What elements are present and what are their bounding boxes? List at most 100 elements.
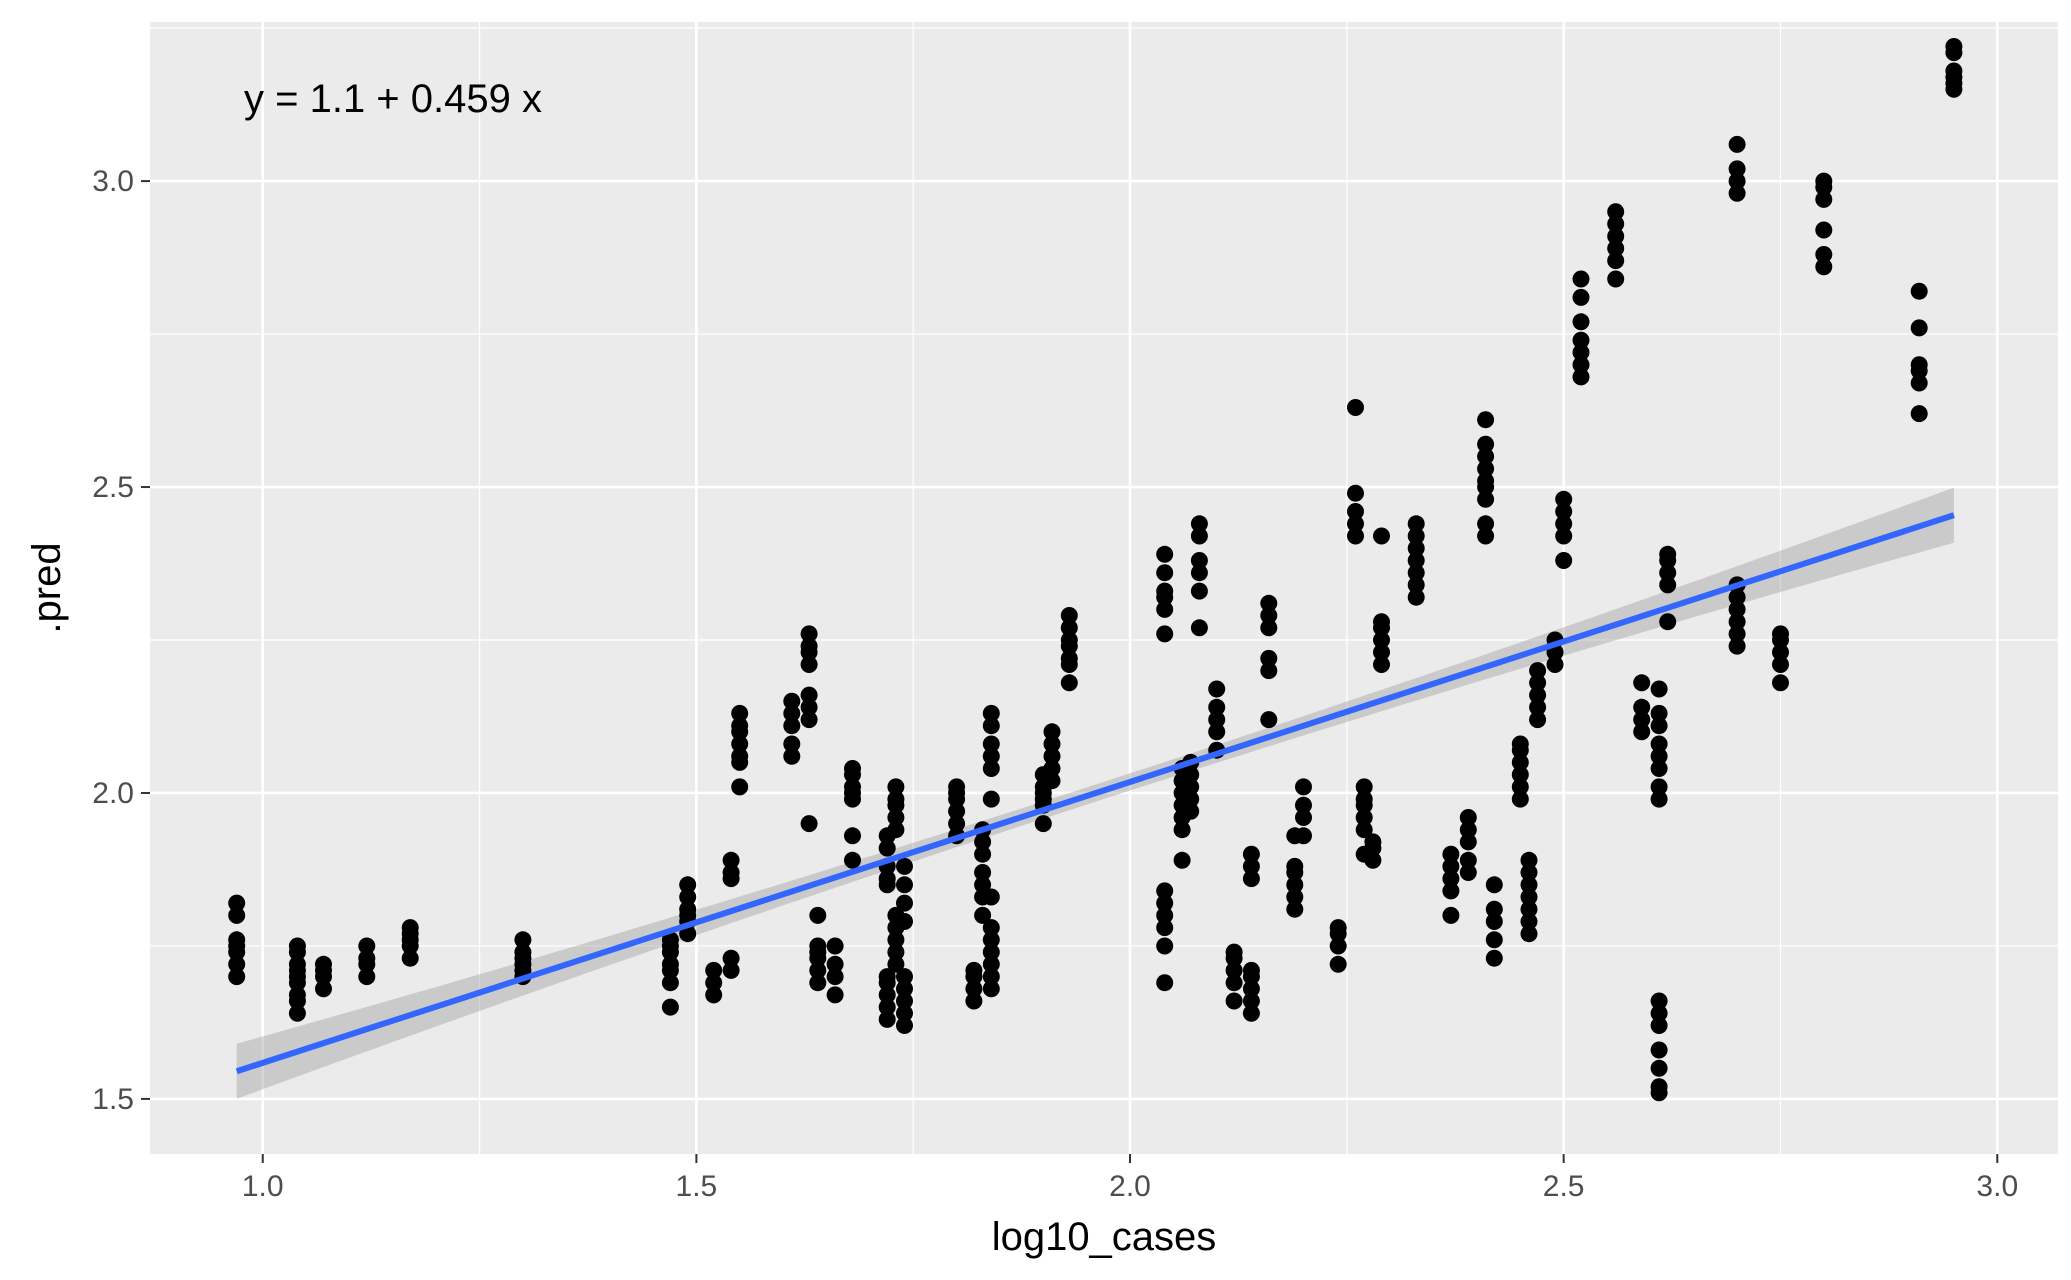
- data-point: [948, 802, 966, 820]
- data-point: [1242, 961, 1260, 979]
- data-point: [783, 717, 801, 735]
- data-point: [1286, 888, 1304, 906]
- data-point: [974, 833, 992, 851]
- data-point: [878, 968, 896, 986]
- data-point: [1650, 747, 1668, 765]
- data-point: [401, 919, 419, 937]
- data-point: [722, 851, 740, 869]
- data-point: [1572, 368, 1590, 386]
- data-point: [896, 1017, 913, 1034]
- data-point: [1529, 698, 1547, 716]
- data-point: [1347, 515, 1364, 533]
- data-point: [1910, 405, 1928, 423]
- data-point: [1260, 649, 1278, 667]
- data-point: [1459, 864, 1477, 881]
- data-point: [1173, 821, 1191, 839]
- data-point: [1910, 374, 1928, 392]
- data-point: [1633, 698, 1651, 716]
- data-point: [1650, 1078, 1668, 1096]
- data-point: [679, 900, 697, 918]
- data-point: [1477, 490, 1495, 508]
- data-point: [1555, 490, 1573, 508]
- data-point: [965, 961, 983, 979]
- data-point: [1815, 246, 1833, 263]
- data-point: [1347, 399, 1364, 416]
- data-point: [401, 949, 419, 967]
- data-point: [965, 980, 983, 998]
- data-point: [1442, 882, 1460, 900]
- data-point: [948, 778, 966, 796]
- data-point: [1156, 625, 1174, 643]
- data-point: [982, 704, 1000, 722]
- data-point: [982, 980, 1000, 998]
- data-point: [1060, 674, 1078, 692]
- data-point: [1242, 857, 1260, 875]
- data-point: [982, 717, 1000, 735]
- data-point: [1043, 772, 1061, 790]
- data-point: [1190, 619, 1208, 637]
- data-point: [722, 949, 740, 967]
- data-point: [1329, 955, 1347, 973]
- data-point: [896, 968, 913, 986]
- data-point: [1529, 662, 1547, 680]
- data-point: [896, 980, 913, 998]
- data-point: [1511, 766, 1529, 784]
- data-point: [1060, 649, 1078, 667]
- data-point: [1607, 227, 1625, 245]
- data-point: [358, 949, 376, 967]
- data-point: [896, 857, 913, 875]
- data-point: [982, 919, 1000, 937]
- data-point: [948, 815, 966, 833]
- data-point: [1442, 870, 1460, 888]
- data-point: [1190, 552, 1208, 569]
- data-point: [1407, 564, 1425, 582]
- data-point: [705, 961, 723, 979]
- data-point: [1555, 515, 1573, 533]
- data-point: [1815, 190, 1833, 208]
- data-point: [1572, 356, 1590, 374]
- data-point: [1650, 790, 1668, 808]
- data-point: [982, 968, 1000, 986]
- data-point: [1815, 221, 1833, 239]
- data-point: [974, 845, 992, 863]
- regression-equation-label: y = 1.1 + 0.459 x: [244, 77, 542, 121]
- data-point: [731, 735, 749, 753]
- y-tick-label: 1.5: [92, 1083, 134, 1116]
- data-point: [1728, 600, 1746, 618]
- data-point: [679, 888, 697, 906]
- data-point: [1650, 778, 1668, 796]
- data-point: [1459, 821, 1477, 839]
- data-point: [1511, 778, 1529, 796]
- data-point: [228, 955, 246, 973]
- data-point: [896, 1004, 913, 1022]
- data-point: [896, 913, 913, 930]
- data-point: [974, 864, 992, 881]
- data-point: [1329, 919, 1347, 937]
- data-point: [1060, 631, 1078, 649]
- data-point: [1650, 735, 1668, 753]
- data-point: [887, 943, 905, 961]
- data-point: [1190, 582, 1208, 600]
- data-point: [1650, 992, 1668, 1010]
- data-point: [1225, 961, 1243, 979]
- data-point: [1355, 790, 1373, 808]
- data-point: [1520, 851, 1538, 869]
- data-point: [844, 827, 861, 845]
- data-point: [514, 943, 532, 961]
- data-point: [1728, 613, 1746, 631]
- data-point: [1529, 711, 1547, 729]
- data-point: [1728, 184, 1746, 202]
- data-point: [1373, 527, 1390, 545]
- data-point: [1659, 576, 1677, 594]
- data-point: [1772, 674, 1789, 692]
- data-point: [1355, 809, 1373, 826]
- data-point: [1242, 992, 1260, 1010]
- data-point: [1477, 411, 1495, 429]
- data-point: [661, 998, 679, 1016]
- data-point: [1650, 704, 1668, 722]
- data-point: [809, 906, 827, 924]
- data-point: [1156, 564, 1174, 582]
- data-point: [800, 815, 818, 833]
- data-point: [1182, 778, 1200, 796]
- data-point: [1572, 343, 1590, 361]
